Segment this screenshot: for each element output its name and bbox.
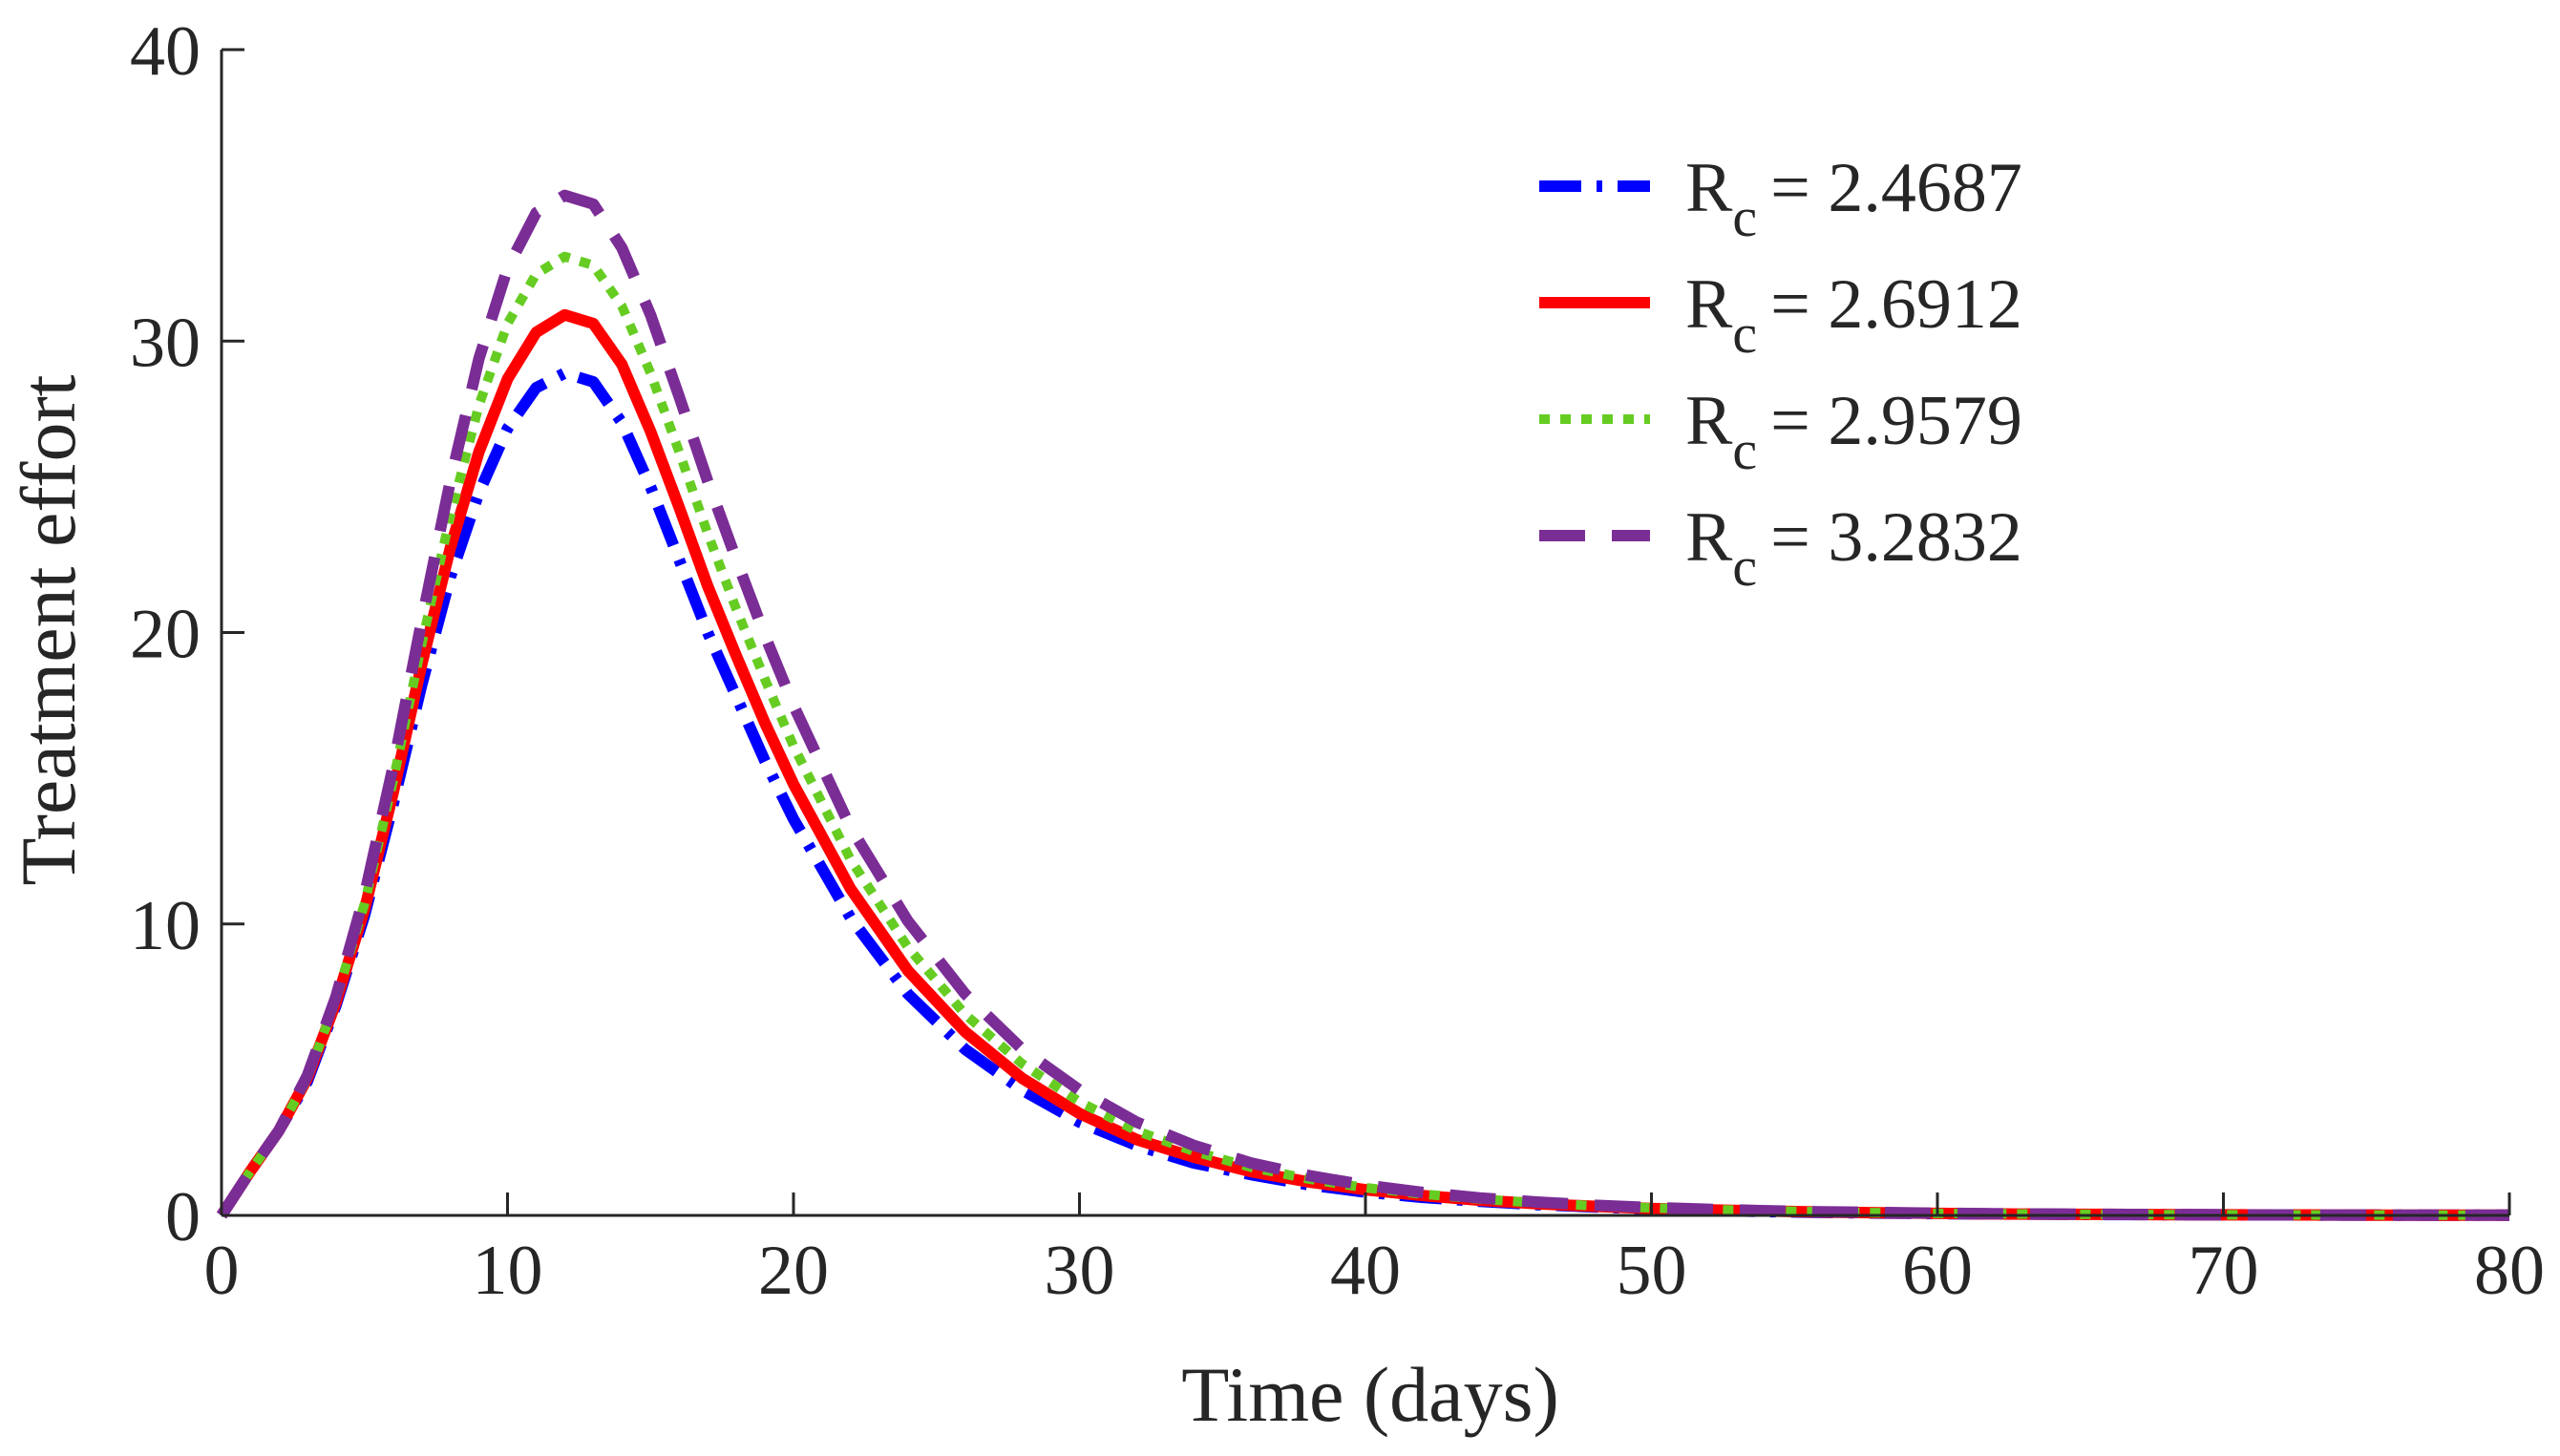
- y-tick-label: 30: [130, 304, 201, 382]
- x-tick-label: 0: [204, 1232, 240, 1310]
- legend-subscript: c: [1732, 186, 1757, 248]
- x-axis-title: Time (days): [1181, 1351, 1559, 1438]
- legend-value: = 3.2832: [1770, 498, 2022, 577]
- legend-symbol: R: [1685, 382, 1733, 460]
- series-line-4: [216, 189, 2509, 1221]
- legend-label-4: Rc = 3.2832: [1685, 498, 2022, 598]
- legend-value: = 2.6912: [1770, 265, 2022, 344]
- legend-label-1: Rc = 2.4687: [1685, 149, 2022, 248]
- x-tick-label: 20: [758, 1232, 829, 1310]
- legend-subscript: c: [1732, 303, 1757, 365]
- x-tick-label: 50: [1617, 1232, 1687, 1310]
- legend-value: = 2.9579: [1770, 382, 2022, 460]
- y-tick-label: 20: [130, 596, 201, 674]
- x-tick-label: 10: [473, 1232, 543, 1310]
- x-tick-label: 70: [2189, 1232, 2259, 1310]
- y-tick-label: 40: [130, 12, 201, 91]
- x-tick-label: 30: [1045, 1232, 1115, 1310]
- legend-symbol: R: [1685, 149, 1733, 227]
- legend-subscript: c: [1732, 419, 1757, 481]
- x-ticks: 0 10 20 30 40 50 60 70 80: [204, 1192, 2545, 1310]
- x-tick-label: 40: [1330, 1232, 1401, 1310]
- x-tick-label: 80: [2474, 1232, 2545, 1310]
- legend-symbol: R: [1685, 498, 1733, 577]
- axes-layer: 0 10 20 30 40 50 60 70 80 0 10 20 30 40: [130, 12, 2545, 1310]
- y-ticks: 0 10 20 30 40: [130, 12, 244, 1256]
- y-tick-label: 0: [165, 1178, 201, 1256]
- legend-symbol: R: [1685, 265, 1733, 344]
- series-line-3: [217, 251, 2509, 1220]
- legend-subscript: c: [1732, 536, 1757, 598]
- y-tick-label: 10: [130, 887, 201, 965]
- x-tick-label: 60: [1902, 1232, 1973, 1310]
- legend-label-3: Rc = 2.9579: [1685, 382, 2022, 481]
- legend-value: = 2.4687: [1770, 149, 2022, 227]
- y-axis-title: Treatment effort: [5, 374, 92, 885]
- legend-label-2: Rc = 2.6912: [1685, 265, 2022, 365]
